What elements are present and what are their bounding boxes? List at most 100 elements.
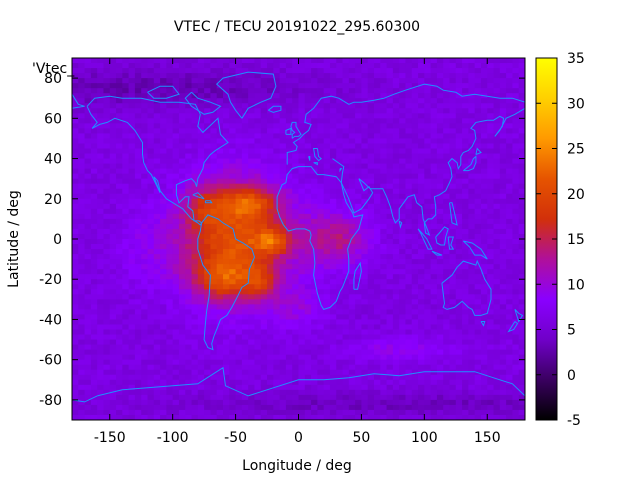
heatmap-cell [235, 254, 243, 260]
heatmap-cell [399, 183, 407, 190]
heatmap-cell [468, 193, 476, 200]
heatmap-cell [361, 88, 369, 94]
heatmap-cell [311, 158, 318, 165]
heatmap-cell [374, 178, 381, 185]
heatmap-cell [197, 123, 205, 129]
heatmap-cell [267, 339, 274, 346]
heatmap-cell [292, 344, 300, 351]
heatmap-cell [311, 198, 318, 205]
heatmap-cell [191, 63, 199, 69]
heatmap-cell [116, 208, 123, 215]
heatmap-cell [153, 269, 161, 275]
heatmap-cell [153, 68, 161, 74]
heatmap-cell [191, 409, 199, 416]
heatmap-cell [361, 374, 369, 381]
heatmap-cell [216, 228, 224, 235]
heatmap-cell [254, 304, 262, 310]
heatmap-cell [116, 379, 123, 386]
heatmap-cell [436, 244, 444, 250]
heatmap-cell [430, 329, 438, 336]
heatmap-cell [147, 414, 155, 420]
heatmap-cell [223, 369, 230, 376]
heatmap-cell [424, 394, 432, 401]
heatmap-cell [367, 78, 375, 84]
heatmap-cell [405, 73, 413, 79]
heatmap-cell [248, 364, 256, 371]
heatmap-cell [430, 374, 438, 381]
heatmap-cell [204, 324, 212, 331]
heatmap-cell [260, 133, 268, 140]
heatmap-cell [84, 73, 92, 79]
heatmap-cell [248, 269, 256, 275]
heatmap-cell [399, 354, 407, 361]
heatmap-cell [204, 289, 212, 295]
heatmap-cell [254, 414, 262, 420]
heatmap-cell [474, 279, 482, 285]
heatmap-cell [386, 254, 394, 260]
heatmap-cell [348, 223, 356, 230]
heatmap-cell [374, 254, 381, 260]
heatmap-cell [235, 103, 243, 109]
heatmap-cell [172, 289, 180, 295]
heatmap-cell [204, 88, 212, 94]
heatmap-cell [191, 143, 199, 150]
heatmap-cell [298, 153, 306, 160]
heatmap-cell [279, 183, 287, 190]
heatmap-cell [103, 399, 111, 406]
heatmap-cell [109, 394, 117, 401]
heatmap-cell [122, 163, 130, 170]
heatmap-cell [348, 394, 356, 401]
heatmap-cell [273, 259, 281, 265]
heatmap-cell [116, 133, 123, 140]
heatmap-cell [260, 228, 268, 235]
heatmap-cell [210, 354, 218, 361]
heatmap-cell [455, 73, 463, 79]
heatmap-cell [499, 339, 507, 346]
heatmap-cell [474, 58, 482, 64]
heatmap-cell [317, 364, 325, 371]
heatmap-cell [342, 364, 350, 371]
heatmap-cell [418, 389, 425, 396]
heatmap-cell [241, 299, 249, 305]
heatmap-cell [78, 364, 86, 371]
heatmap-cell [436, 153, 444, 160]
heatmap-cell [241, 264, 249, 270]
heatmap-cell [103, 314, 111, 321]
heatmap-cell [90, 264, 98, 270]
heatmap-cell [462, 319, 469, 326]
heatmap-cell [153, 254, 161, 260]
heatmap-cell [449, 98, 457, 104]
heatmap-cell [292, 213, 300, 220]
heatmap-cell [480, 294, 488, 300]
heatmap-cell [134, 409, 142, 416]
heatmap-cell [367, 138, 375, 145]
heatmap-cell [273, 339, 281, 346]
heatmap-cell [204, 118, 212, 124]
heatmap-cell [204, 83, 212, 89]
heatmap-cell [399, 148, 407, 155]
heatmap-cell [348, 329, 356, 336]
heatmap-cell [380, 249, 388, 255]
heatmap-cell [122, 73, 130, 79]
heatmap-cell [304, 178, 312, 185]
heatmap-cell [380, 193, 388, 200]
heatmap-cell [317, 354, 325, 361]
heatmap-cell [336, 284, 344, 290]
heatmap-cell [386, 183, 394, 190]
heatmap-cell [304, 294, 312, 300]
heatmap-cell [141, 414, 149, 420]
heatmap-cell [329, 314, 337, 321]
heatmap-cell [254, 279, 262, 285]
heatmap-cell [493, 133, 501, 140]
heatmap-cell [474, 88, 482, 94]
heatmap-cell [493, 93, 501, 99]
heatmap-cell [241, 359, 249, 366]
heatmap-cell [147, 389, 155, 396]
heatmap-cell [298, 218, 306, 225]
heatmap-cell [342, 354, 350, 361]
heatmap-cell [197, 289, 205, 295]
heatmap-cell [499, 304, 507, 310]
heatmap-cell [292, 73, 300, 79]
heatmap-cell [380, 103, 388, 109]
heatmap-cell [254, 213, 262, 220]
